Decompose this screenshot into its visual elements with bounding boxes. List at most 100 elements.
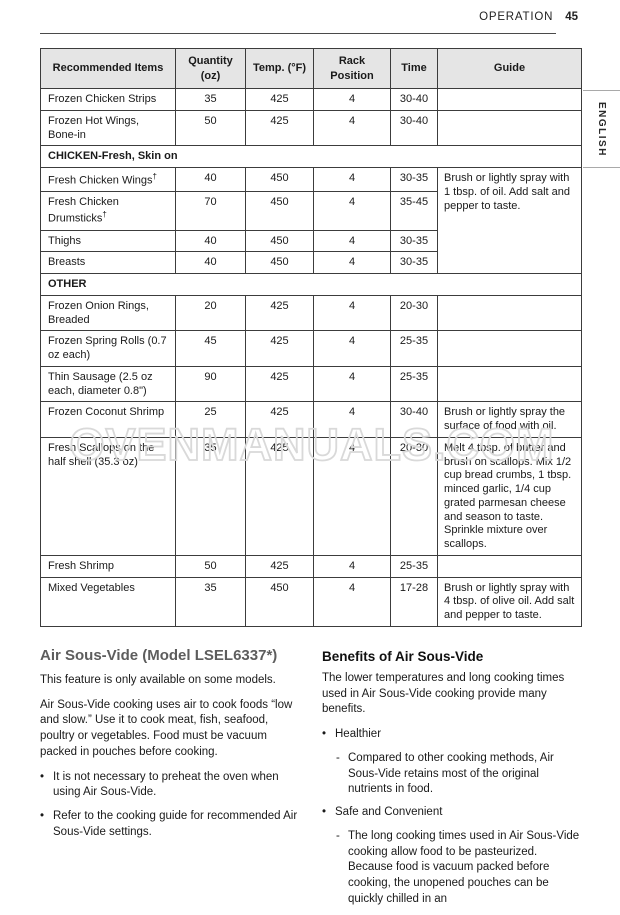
rack-position-cell: 4 — [313, 576, 391, 627]
guide-cell — [437, 88, 582, 111]
table-row: Breasts 40 450 4 30-35 — [40, 251, 582, 275]
col-header-quantity: Quantity (oz) — [175, 48, 246, 89]
rack-position-cell: 4 — [313, 294, 391, 332]
table-row: Frozen Coconut Shrimp 25 425 4 30-40 Brush or… — [40, 401, 582, 438]
time-cell: 25-35 — [390, 365, 438, 403]
time-cell: 30-40 — [390, 401, 438, 438]
page-header: OPERATION 45 — [40, 0, 580, 34]
table-row: Thighs 40 450 4 30-35 — [40, 229, 582, 253]
rack-position-cell: 4 — [313, 401, 391, 438]
temp-cell: 450 — [245, 166, 314, 193]
col-header-guide: Guide — [437, 48, 582, 89]
temp-cell: 425 — [245, 554, 314, 578]
rack-position-cell: 4 — [313, 166, 391, 193]
rack-position-cell: 4 — [313, 251, 391, 275]
list-item: • Healthier — [322, 727, 580, 743]
list-item-text: Healthier — [335, 728, 382, 741]
list-item-text: Compared to other cooking methods, Air S… — [348, 751, 554, 796]
list-item-text: Safe and Convenient — [335, 806, 443, 819]
air-sous-vide-heading: Air Sous-Vide (Model LSEL6337*) — [40, 646, 278, 664]
temp-cell: 425 — [245, 88, 314, 111]
quantity-cell: 20 — [175, 294, 246, 332]
table-row: Frozen Spring Rolls (0.7 oz each) 45 425 4 2… — [40, 330, 582, 367]
quantity-cell: 90 — [175, 365, 246, 403]
col-header-recommended-items: Recommended Items — [40, 48, 176, 89]
header-page-number: 45 — [565, 11, 578, 23]
quantity-cell: 35 — [175, 88, 246, 111]
guide-cell — [437, 554, 582, 578]
benefits-heading: Benefits of Air Sous-Vide — [322, 648, 484, 664]
header-section-title: OPERATION — [479, 11, 554, 23]
item-name-cell: Fresh Chicken Wings† — [40, 166, 176, 193]
guide-cell: Brush or lightly spray with 1 tbsp. of o… — [437, 166, 582, 275]
item-name-cell: Fresh Scallops on the half shell (35.3 o… — [40, 436, 176, 556]
item-name-cell: Frozen Coconut Shrimp — [40, 401, 176, 438]
table-section-row: CHICKEN-Fresh, Skin on — [40, 145, 582, 168]
time-cell: 30-35 — [390, 166, 438, 193]
temp-cell: 425 — [245, 330, 314, 367]
item-name-cell: Fresh Shrimp — [40, 554, 176, 578]
guide-cell — [437, 365, 582, 403]
item-name-cell: Frozen Hot Wings, Bone-in — [40, 109, 176, 147]
quantity-cell: 35 — [175, 576, 246, 627]
rack-position-cell: 4 — [313, 88, 391, 111]
rack-position-cell: 4 — [313, 229, 391, 253]
air-sous-vide-availability-text: This feature is only available on some m… — [40, 673, 276, 686]
table-head: Recommended Items Quantity (oz) Temp. (°… — [40, 48, 582, 89]
quantity-cell: 35 — [175, 436, 246, 556]
dash-marker: - — [336, 829, 340, 842]
table-section-label: OTHER — [40, 273, 582, 296]
language-tab: ENGLISH — [583, 90, 620, 168]
time-cell: 25-35 — [390, 554, 438, 578]
sub-list-item: - Compared to other cooking methods, Air … — [322, 751, 580, 798]
list-item-text: Refer to the cooking guide for recommend… — [53, 810, 298, 838]
bullet-marker: • — [40, 810, 45, 823]
bullet-marker: • — [322, 806, 327, 819]
item-name-cell: Thin Sausage (2.5 oz each, diameter 0.8"… — [40, 365, 176, 403]
rack-position-cell: 4 — [313, 191, 391, 231]
time-cell: 30-40 — [390, 88, 438, 111]
guide-cell — [437, 109, 582, 147]
air-sous-vide-column: Air Sous-Vide (Model LSEL6337*) This fea… — [40, 645, 302, 915]
temp-cell: 450 — [245, 251, 314, 275]
table-row: Fresh Shrimp 50 425 4 25-35 — [40, 554, 582, 578]
guide-cell — [437, 294, 582, 332]
table-row: Frozen Chicken Strips 35 425 4 30-40 — [40, 88, 582, 111]
item-name-cell: Breasts — [40, 251, 176, 275]
guide-cell: Brush or lightly spray the surface of fo… — [437, 401, 582, 438]
time-cell: 30-35 — [390, 251, 438, 275]
item-name-cell: Frozen Spring Rolls (0.7 oz each) — [40, 330, 176, 367]
temp-cell: 425 — [245, 401, 314, 438]
list-item-text: It is not necessary to preheat the oven … — [53, 770, 279, 799]
cooking-table-body: Frozen Chicken Strips 35 425 4 30-40 Frozen H… — [40, 88, 582, 627]
benefits-column: Benefits of Air Sous-Vide The lower temp… — [322, 645, 580, 915]
table-row: Frozen Onion Rings, Breaded 20 425 4 20-30 — [40, 294, 582, 332]
quantity-cell: 40 — [175, 229, 246, 253]
time-cell: 25-35 — [390, 330, 438, 367]
temp-cell: 425 — [245, 109, 314, 147]
cooking-guide-table: Recommended Items Quantity (oz) Temp. (°… — [40, 48, 582, 627]
col-header-temp: Temp. (°F) — [245, 48, 314, 89]
quantity-cell: 45 — [175, 330, 246, 367]
col-header-rack-position: Rack Position — [313, 48, 391, 89]
item-name-cell: Frozen Onion Rings, Breaded — [40, 294, 176, 332]
header-rule — [40, 33, 556, 34]
bottom-two-column-section: Air Sous-Vide (Model LSEL6337*) This fea… — [40, 645, 580, 915]
list-item: • Refer to the cooking guide for recommen… — [40, 809, 302, 841]
table-row: Fresh Chicken Drumsticks† 70 450 4 35-45 — [40, 191, 582, 231]
sub-list-item: - The long cooking times used in Air Sous… — [322, 829, 580, 908]
item-name-cell: Fresh Chicken Drumsticks† — [40, 191, 176, 231]
table-header-row: Recommended Items Quantity (oz) Temp. (°… — [40, 48, 582, 89]
time-cell: 17-28 — [390, 576, 438, 627]
table-row: Frozen Hot Wings, Bone-in 50 425 4 30-40 — [40, 109, 582, 147]
table-row: Fresh Scallops on the half shell (35.3 o… — [40, 436, 582, 556]
quantity-cell: 70 — [175, 191, 246, 231]
quantity-cell: 40 — [175, 251, 246, 275]
col-header-time: Time — [390, 48, 438, 89]
dagger-mark: † — [152, 172, 157, 181]
temp-cell: 425 — [245, 436, 314, 556]
air-sous-vide-description-text: Air Sous-Vide cooking uses air to cook f… — [40, 698, 293, 758]
time-cell: 30-40 — [390, 109, 438, 147]
bullet-marker: • — [322, 728, 327, 741]
rack-position-cell: 4 — [313, 365, 391, 403]
